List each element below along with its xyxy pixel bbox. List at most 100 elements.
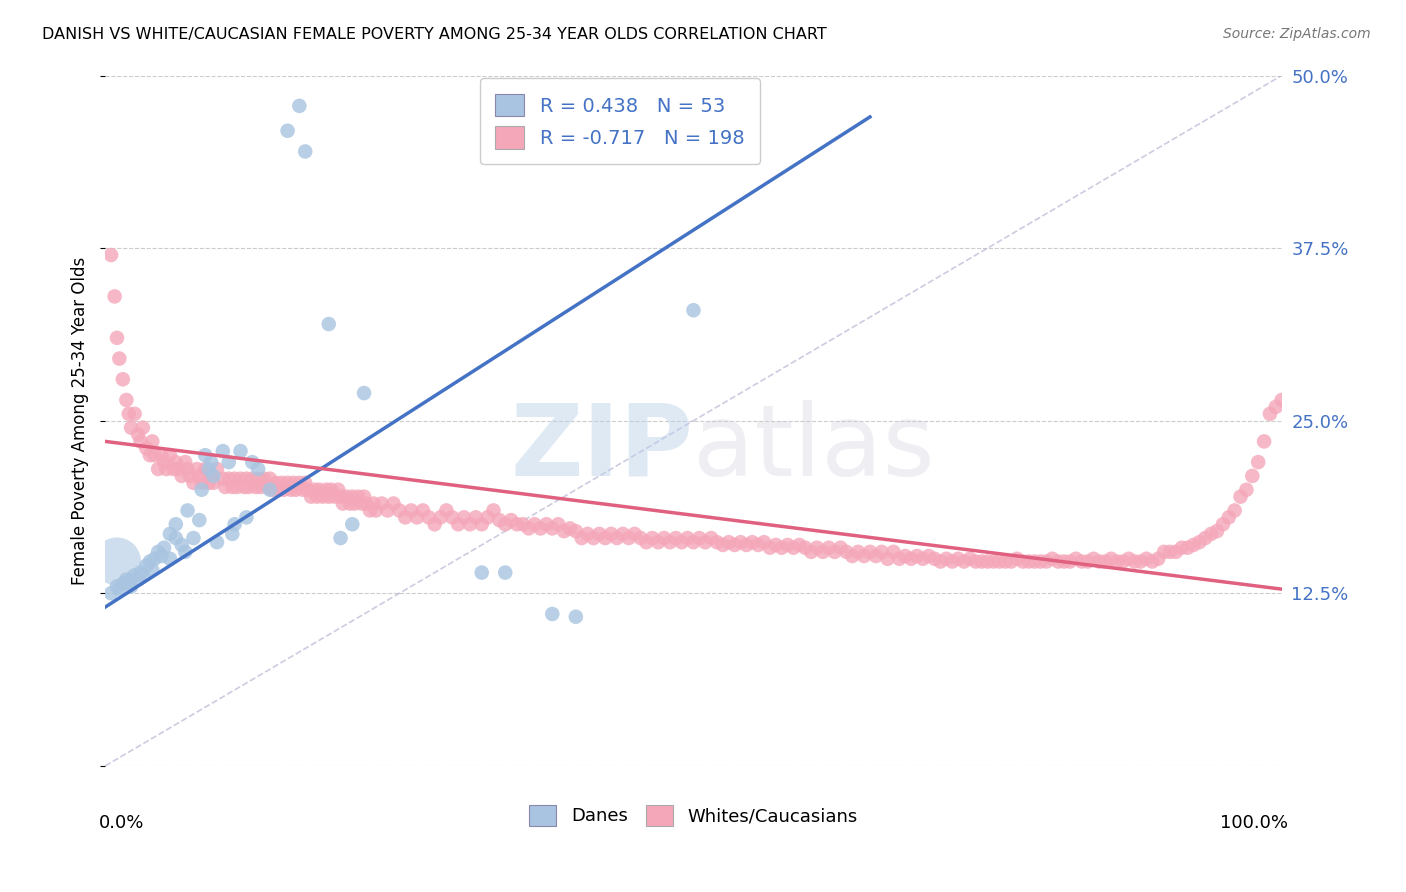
Point (1142, 555, 1164, 569)
Point (1088, 555, 1111, 569)
Point (256, 480, 278, 494)
Point (730, 535, 752, 549)
Point (418, 510, 440, 524)
Point (1223, 503, 1246, 517)
Point (1177, 541, 1199, 555)
Point (553, 524, 575, 538)
Point (328, 483, 350, 497)
Point (342, 517, 364, 532)
Point (1170, 541, 1192, 555)
Point (1153, 545, 1175, 559)
Point (176, 462, 198, 476)
Point (229, 472, 252, 486)
Point (339, 497, 361, 511)
Point (132, 420, 155, 434)
Point (146, 545, 169, 559)
Point (150, 549, 173, 563)
Point (741, 535, 763, 549)
Point (132, 568, 155, 582)
Point (212, 444, 235, 458)
Point (665, 531, 688, 545)
Point (846, 545, 869, 559)
Point (641, 531, 664, 545)
Point (318, 317, 340, 331)
Point (706, 535, 728, 549)
Point (1258, 407, 1281, 421)
Point (105, 579, 128, 593)
Point (1135, 551, 1157, 566)
Point (994, 555, 1017, 569)
Point (186, 462, 208, 476)
Point (565, 524, 588, 538)
Point (1112, 555, 1135, 569)
Point (359, 503, 381, 517)
Point (747, 538, 769, 552)
Point (382, 497, 405, 511)
Point (165, 455, 187, 469)
Point (284, 483, 307, 497)
Point (304, 483, 326, 497)
Point (247, 472, 270, 486)
Point (412, 503, 434, 517)
Point (205, 462, 228, 476)
Point (319, 483, 342, 497)
Point (214, 480, 236, 494)
Point (1105, 555, 1128, 569)
Legend: Danes, Whites/Caucasians: Danes, Whites/Caucasians (522, 797, 865, 833)
Point (782, 541, 804, 555)
Point (353, 490, 375, 504)
Point (115, 392, 138, 407)
Point (1194, 531, 1216, 545)
Point (752, 535, 775, 549)
Point (941, 555, 963, 569)
Point (1012, 555, 1035, 569)
Point (356, 497, 378, 511)
Point (682, 535, 704, 549)
Point (259, 472, 281, 486)
Point (676, 531, 699, 545)
Point (682, 303, 704, 318)
Point (165, 517, 187, 532)
Point (235, 510, 257, 524)
Point (176, 503, 198, 517)
Point (343, 497, 366, 511)
Point (1123, 555, 1146, 569)
Point (226, 480, 249, 494)
Point (571, 531, 593, 545)
Point (332, 497, 354, 511)
Point (1218, 510, 1240, 524)
Point (1241, 469, 1264, 483)
Point (1229, 490, 1251, 504)
Point (139, 448, 162, 462)
Point (494, 517, 516, 532)
Point (183, 475, 205, 490)
Point (935, 551, 957, 566)
Point (104, 289, 127, 303)
Point (139, 555, 162, 569)
Point (288, 99, 311, 113)
Point (582, 531, 605, 545)
Point (636, 535, 658, 549)
Point (830, 541, 852, 555)
Point (477, 510, 499, 524)
Point (811, 545, 834, 559)
Point (983, 555, 1005, 569)
Point (865, 549, 887, 563)
Point (308, 483, 330, 497)
Point (853, 549, 876, 563)
Point (918, 549, 941, 563)
Point (900, 551, 922, 566)
Point (170, 469, 193, 483)
Point (269, 483, 291, 497)
Point (377, 503, 399, 517)
Text: ZIP: ZIP (510, 400, 693, 497)
Point (329, 531, 352, 545)
Point (159, 527, 181, 541)
Point (482, 503, 505, 517)
Point (399, 503, 422, 517)
Point (118, 407, 141, 421)
Point (315, 483, 337, 497)
Point (202, 475, 225, 490)
Point (120, 579, 142, 593)
Point (143, 448, 166, 462)
